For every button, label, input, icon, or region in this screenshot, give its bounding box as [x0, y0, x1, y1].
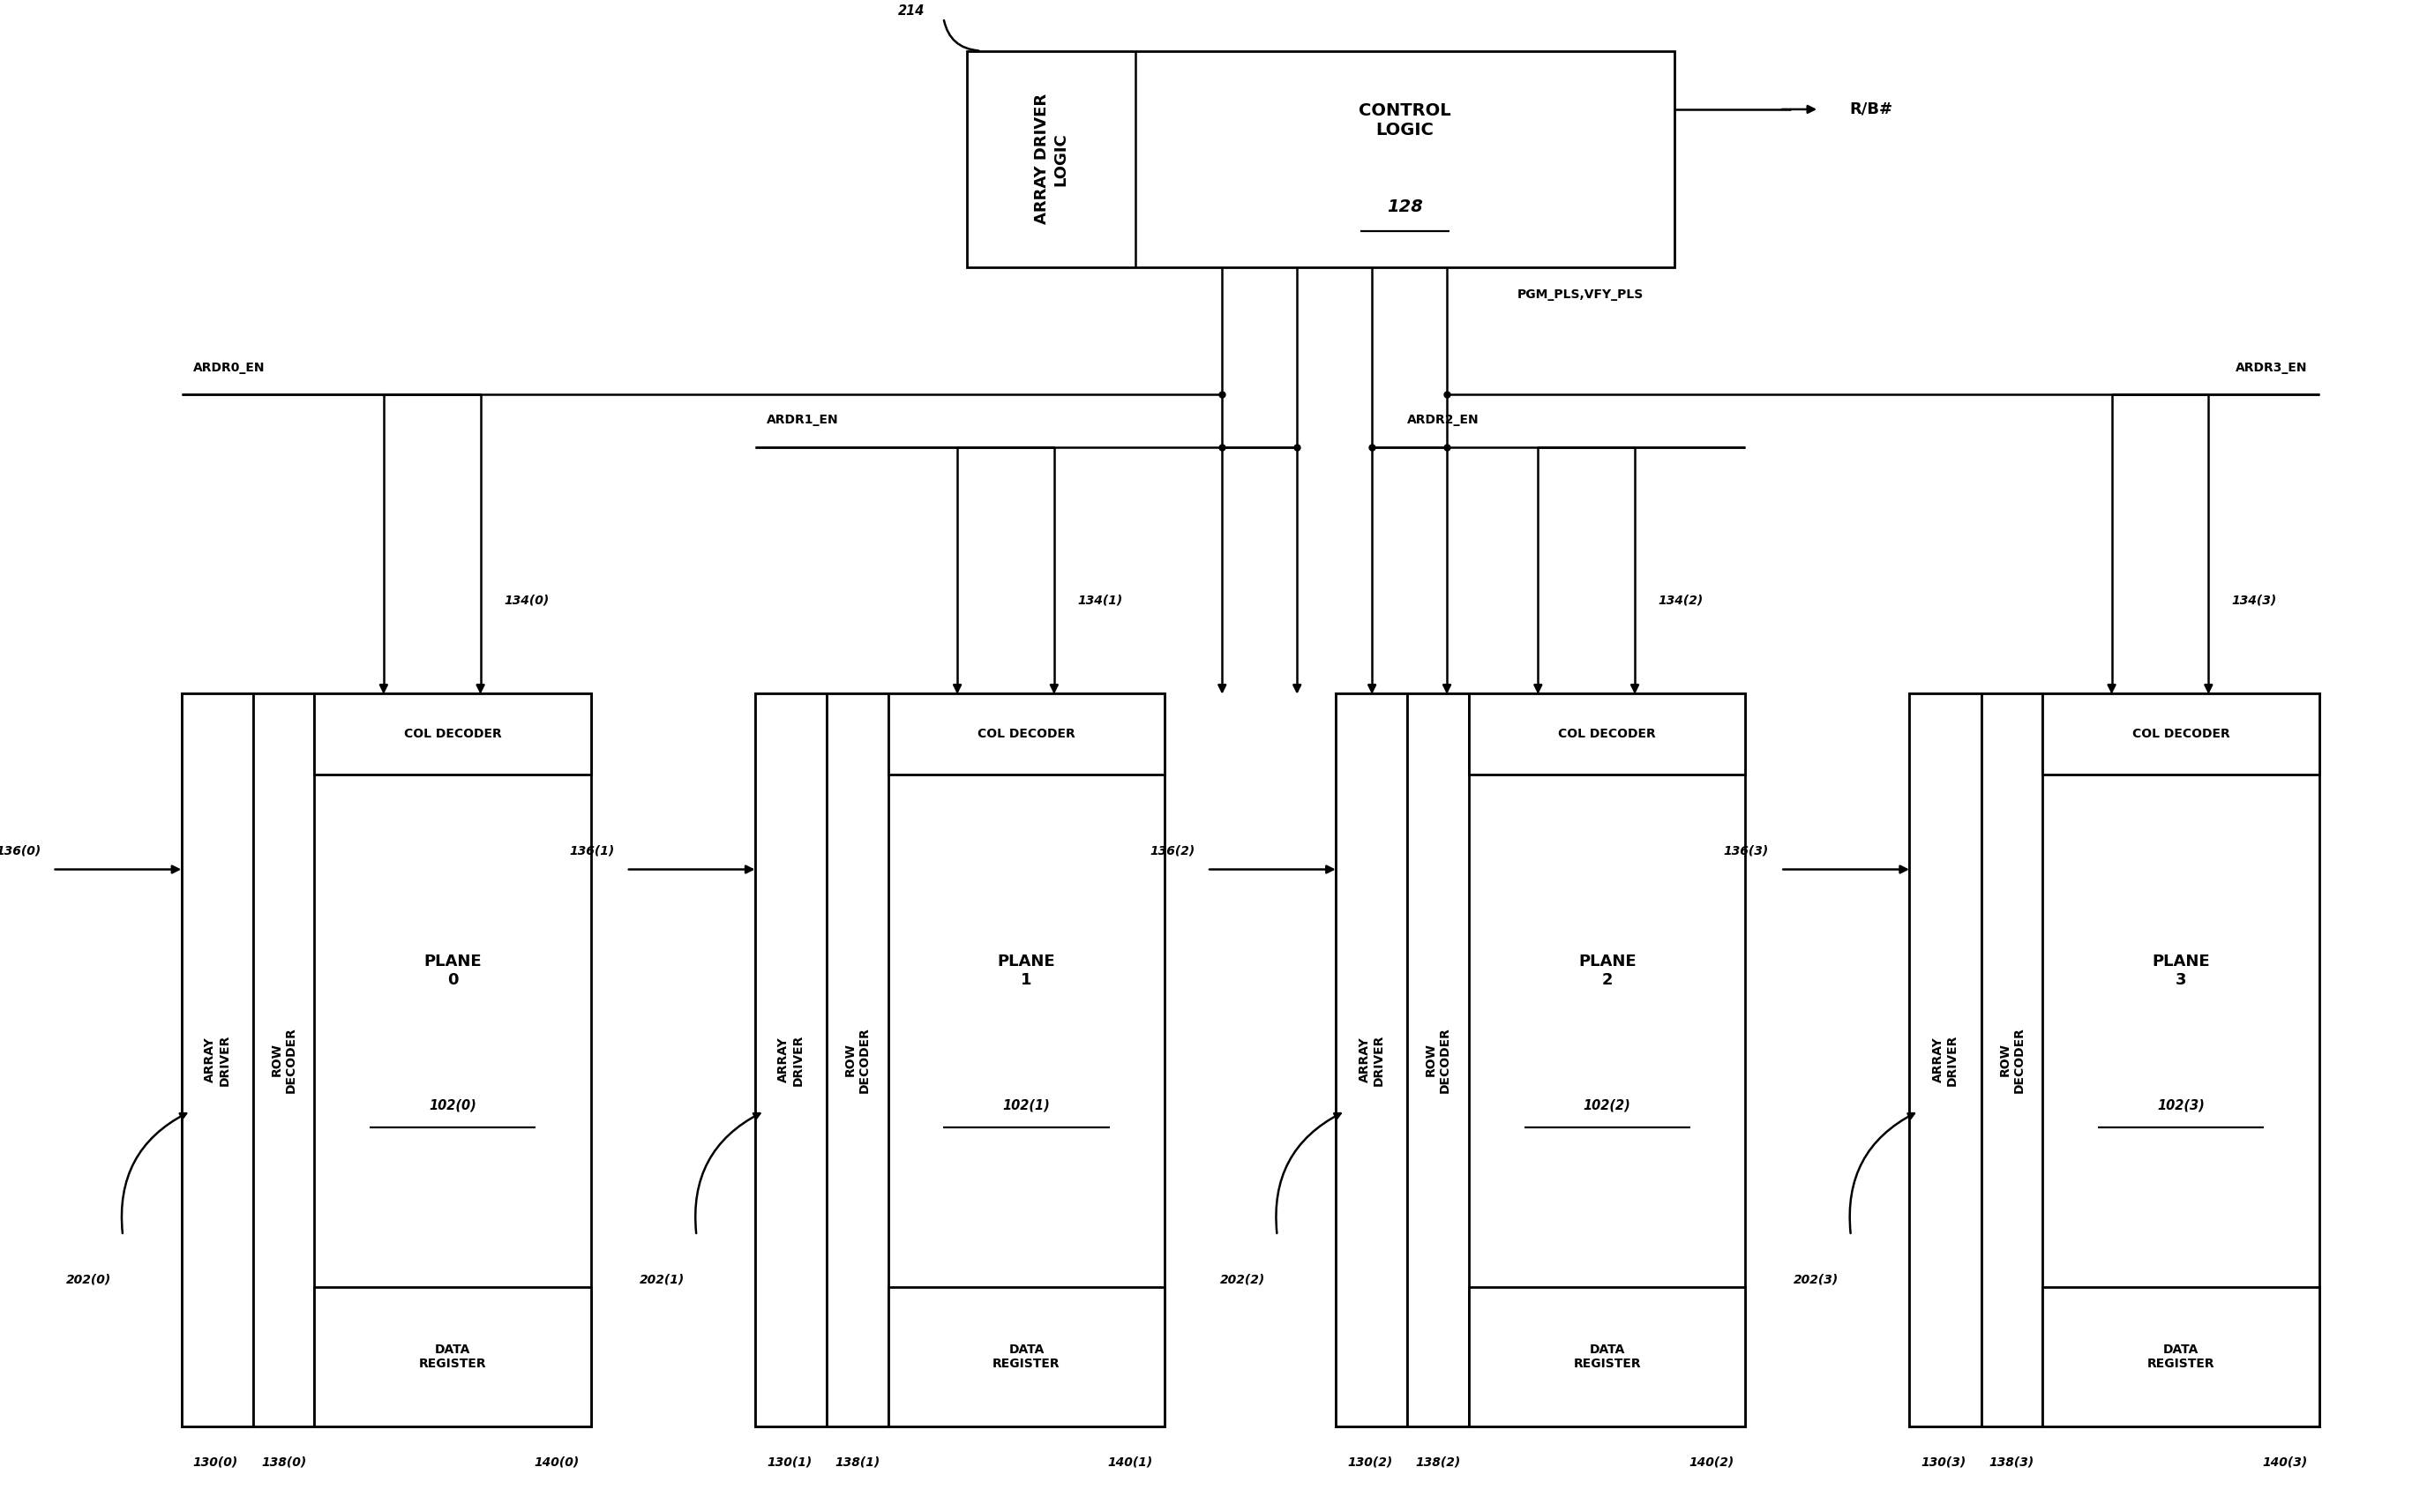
- Text: ROW
DECODER: ROW DECODER: [269, 1027, 296, 1093]
- Text: PLANE
0: PLANE 0: [425, 954, 481, 987]
- Text: ROW
DECODER: ROW DECODER: [1997, 1027, 2024, 1093]
- Text: ARRAY
DRIVER: ARRAY DRIVER: [204, 1034, 231, 1086]
- Text: PLANE
1: PLANE 1: [997, 954, 1056, 987]
- Text: 136(2): 136(2): [1150, 845, 1194, 857]
- Text: ARDR1_EN: ARDR1_EN: [767, 414, 840, 426]
- Text: 140(2): 140(2): [1689, 1456, 1733, 1468]
- Bar: [1335, 694, 1745, 1426]
- Text: 134(1): 134(1): [1078, 594, 1124, 606]
- Text: ROW
DECODER: ROW DECODER: [1425, 1027, 1451, 1093]
- Text: 102(0): 102(0): [430, 1099, 476, 1111]
- Bar: [316, 1287, 592, 1426]
- Bar: [1910, 694, 1980, 1426]
- Text: 140(3): 140(3): [2262, 1456, 2308, 1468]
- Bar: [1408, 694, 1468, 1426]
- Text: 128: 128: [1386, 198, 1422, 215]
- Text: 140(0): 140(0): [534, 1456, 580, 1468]
- Text: ARRAY
DRIVER: ARRAY DRIVER: [777, 1034, 803, 1086]
- Text: 130(3): 130(3): [1922, 1456, 1966, 1468]
- Text: 202(0): 202(0): [66, 1273, 112, 1285]
- Text: 138(0): 138(0): [262, 1456, 306, 1468]
- Bar: [755, 694, 828, 1426]
- Text: ARRAY
DRIVER: ARRAY DRIVER: [1359, 1034, 1386, 1086]
- Bar: [1980, 694, 2044, 1426]
- Text: PGM_PLS,VFY_PLS: PGM_PLS,VFY_PLS: [1517, 289, 1643, 301]
- Bar: [182, 694, 592, 1426]
- Bar: [2044, 1287, 2320, 1426]
- Bar: [1468, 694, 1745, 774]
- Text: PLANE
2: PLANE 2: [1578, 954, 1636, 987]
- Text: 214: 214: [898, 5, 925, 18]
- Text: 134(3): 134(3): [2233, 594, 2277, 606]
- Bar: [888, 694, 1165, 774]
- Text: 134(0): 134(0): [505, 594, 549, 606]
- Text: ARDR0_EN: ARDR0_EN: [194, 361, 265, 373]
- Text: CONTROL
LOGIC: CONTROL LOGIC: [1359, 103, 1451, 138]
- Text: DATA
REGISTER: DATA REGISTER: [993, 1343, 1061, 1370]
- Text: 138(3): 138(3): [1990, 1456, 2034, 1468]
- Text: 136(0): 136(0): [0, 845, 41, 857]
- Text: PLANE
3: PLANE 3: [2153, 954, 2209, 987]
- Text: DATA
REGISTER: DATA REGISTER: [420, 1343, 485, 1370]
- Text: 130(1): 130(1): [767, 1456, 813, 1468]
- Text: R/B#: R/B#: [1849, 101, 1893, 118]
- Text: 130(0): 130(0): [194, 1456, 238, 1468]
- Text: 136(3): 136(3): [1723, 845, 1769, 857]
- Text: DATA
REGISTER: DATA REGISTER: [1573, 1343, 1641, 1370]
- Text: COL DECODER: COL DECODER: [978, 727, 1075, 739]
- Text: COL DECODER: COL DECODER: [2131, 727, 2230, 739]
- Text: ROW
DECODER: ROW DECODER: [845, 1027, 871, 1093]
- Text: ARDR2_EN: ARDR2_EN: [1408, 414, 1478, 426]
- Bar: [1910, 694, 2320, 1426]
- Text: DATA
REGISTER: DATA REGISTER: [2148, 1343, 2213, 1370]
- Text: 202(3): 202(3): [1794, 1273, 1840, 1285]
- Text: 138(1): 138(1): [835, 1456, 881, 1468]
- Bar: [1468, 1287, 1745, 1426]
- Text: 102(1): 102(1): [1002, 1099, 1051, 1111]
- Text: COL DECODER: COL DECODER: [403, 727, 502, 739]
- Bar: [1335, 694, 1408, 1426]
- Text: 138(2): 138(2): [1415, 1456, 1461, 1468]
- Text: 134(2): 134(2): [1658, 594, 1704, 606]
- Bar: [755, 694, 1165, 1426]
- Text: 140(1): 140(1): [1107, 1456, 1153, 1468]
- Text: 202(2): 202(2): [1221, 1273, 1264, 1285]
- Bar: [2044, 694, 2320, 774]
- Bar: [966, 51, 1675, 268]
- Bar: [182, 694, 252, 1426]
- Text: 136(1): 136(1): [570, 845, 614, 857]
- Text: ARRAY
DRIVER: ARRAY DRIVER: [1932, 1034, 1959, 1086]
- Text: 102(3): 102(3): [2158, 1099, 2204, 1111]
- Text: 130(2): 130(2): [1347, 1456, 1393, 1468]
- Text: 102(2): 102(2): [1582, 1099, 1631, 1111]
- Text: COL DECODER: COL DECODER: [1558, 727, 1655, 739]
- Text: ARDR3_EN: ARDR3_EN: [2235, 361, 2308, 373]
- Bar: [316, 694, 592, 774]
- Bar: [888, 1287, 1165, 1426]
- Text: 202(1): 202(1): [641, 1273, 684, 1285]
- Bar: [828, 694, 888, 1426]
- Bar: [252, 694, 316, 1426]
- Text: ARRAY DRIVER
LOGIC: ARRAY DRIVER LOGIC: [1034, 94, 1068, 224]
